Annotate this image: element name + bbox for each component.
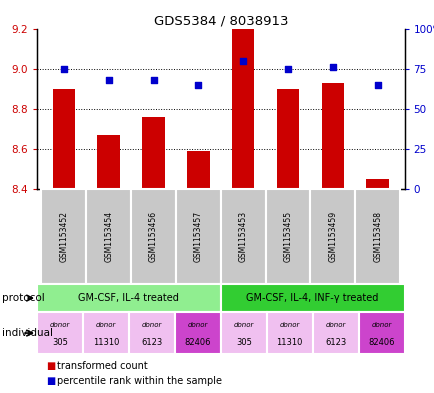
Text: 305: 305 [52,338,68,347]
Text: GSM1153455: GSM1153455 [283,211,292,262]
Text: donor: donor [95,321,116,328]
Text: donor: donor [233,321,253,328]
Text: individual: individual [2,328,53,338]
Bar [321,83,343,189]
Text: donor: donor [279,321,299,328]
Text: percentile rank within the sample: percentile rank within the sample [56,376,221,386]
Bar [37,312,83,354]
Bar [97,135,120,189]
Bar [310,189,355,284]
Bar [358,312,404,354]
Text: 11310: 11310 [92,338,119,347]
Bar [220,284,404,312]
Text: donor: donor [49,321,70,328]
Bar [41,189,86,284]
Title: GDS5384 / 8038913: GDS5384 / 8038913 [153,15,287,28]
Bar [266,312,312,354]
Bar [365,179,388,189]
Text: donor: donor [187,321,207,328]
Text: donor: donor [371,321,391,328]
Text: GSM1153457: GSM1153457 [194,211,202,262]
Text: GSM1153459: GSM1153459 [328,211,336,262]
Bar [220,189,265,284]
Bar [131,189,175,284]
Point [60,66,67,72]
Text: GM-CSF, IL-4, INF-γ treated: GM-CSF, IL-4, INF-γ treated [246,293,378,303]
Bar [86,189,131,284]
Point [239,58,246,64]
Bar [187,151,209,189]
Text: GSM1153454: GSM1153454 [104,211,113,262]
Bar [53,89,75,189]
Bar [83,312,128,354]
Text: ■: ■ [46,376,55,386]
Point [194,82,201,88]
Bar [128,312,174,354]
Bar [355,189,399,284]
Text: ■: ■ [46,361,55,371]
Text: 11310: 11310 [276,338,302,347]
Bar [276,89,299,189]
Bar [220,312,266,354]
Text: protocol: protocol [2,293,45,303]
Text: donor: donor [141,321,161,328]
Bar [265,189,310,284]
Point [150,77,157,83]
Text: GSM1153452: GSM1153452 [59,211,68,262]
Text: GSM1153456: GSM1153456 [149,211,158,262]
Bar [37,284,220,312]
Bar [175,189,220,284]
Bar [231,29,254,189]
Text: donor: donor [325,321,345,328]
Text: GSM1153458: GSM1153458 [372,211,381,262]
Text: 6123: 6123 [141,338,162,347]
Point [284,66,291,72]
Bar [174,312,220,354]
Point [373,82,380,88]
Text: GSM1153453: GSM1153453 [238,211,247,262]
Bar [312,312,358,354]
Text: transformed count: transformed count [56,361,147,371]
Text: GM-CSF, IL-4 treated: GM-CSF, IL-4 treated [78,293,179,303]
Text: 82406: 82406 [184,338,210,347]
Text: 82406: 82406 [368,338,394,347]
Point [329,64,335,71]
Bar [142,117,164,189]
Text: 6123: 6123 [324,338,345,347]
Text: 305: 305 [235,338,251,347]
Point [105,77,112,83]
